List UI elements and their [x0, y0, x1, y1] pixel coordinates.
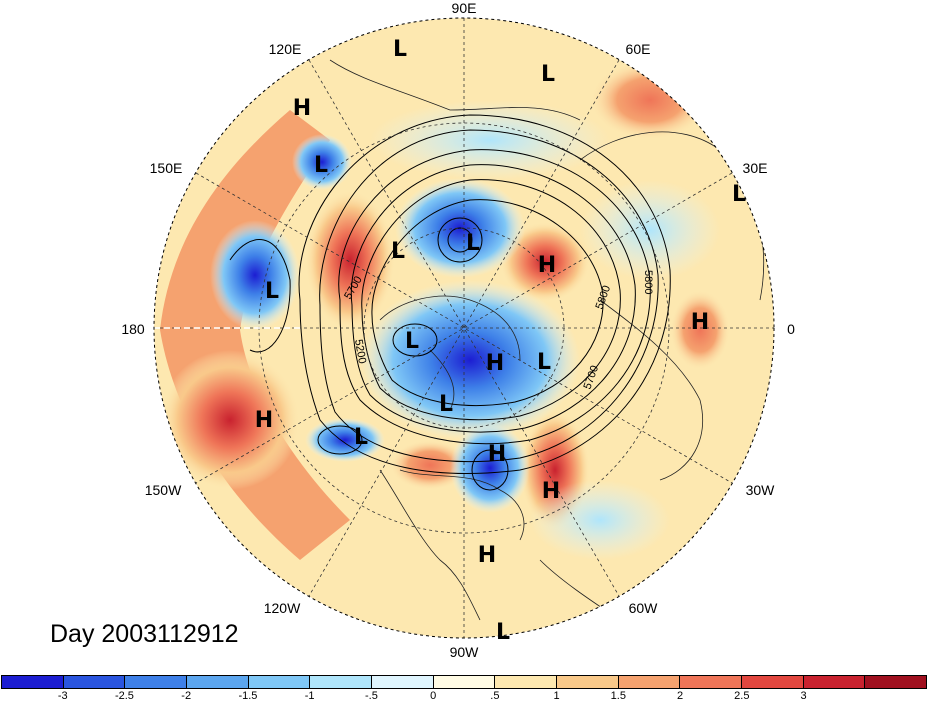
pressure-center: L — [439, 392, 453, 417]
lon-label-30w: 30W — [745, 482, 775, 498]
pressure-center: H — [542, 479, 560, 504]
colorbar-segment — [680, 676, 743, 688]
colorbar-tick-label: -.5 — [364, 690, 378, 702]
pressure-center: H — [478, 543, 496, 568]
pressure-center: H — [488, 442, 506, 467]
contour-label: 5200 — [352, 338, 368, 364]
colorbar-segment — [187, 676, 249, 688]
pressure-center: L — [537, 350, 551, 375]
colorbar-tick-label: 1.5 — [610, 690, 626, 702]
pressure-center: L — [314, 153, 328, 178]
colorbar-tick-label: -1 — [304, 690, 315, 702]
lon-label-150e: 150E — [149, 160, 183, 176]
pressure-center: L — [732, 182, 746, 207]
lon-label-60e: 60E — [625, 41, 651, 57]
pressure-center: L — [265, 279, 279, 304]
colorbar — [1, 675, 927, 689]
lon-label-30e: 30E — [742, 160, 768, 176]
colorbar-segment — [865, 676, 927, 688]
pressure-center: H — [486, 351, 504, 376]
lon-label-90w: 90W — [449, 644, 479, 660]
colorbar-tick-label: 3 — [800, 690, 807, 702]
pressure-centers: L L H L L L H L L H L H L H L L H H H L — [255, 37, 746, 645]
colorbar-segment — [2, 676, 64, 688]
colorbar-segment — [433, 676, 496, 688]
colorbar-segment — [372, 676, 434, 688]
pressure-center: L — [405, 329, 419, 354]
contour-label: 5800 — [642, 270, 654, 294]
pressure-center: H — [691, 310, 709, 335]
colorbar-segment — [557, 676, 619, 688]
colorbar-segment — [742, 676, 804, 688]
lon-label-150w: 150W — [144, 482, 182, 498]
pressure-center: L — [391, 239, 405, 264]
colorbar-tick-label: -2 — [181, 690, 192, 702]
colorbar-tick-label: 0 — [430, 690, 437, 702]
pressure-center: L — [466, 231, 480, 256]
pressure-center: H — [255, 408, 273, 433]
colorbar-tick-label: -2.5 — [114, 690, 134, 702]
colorbar-segment — [803, 676, 866, 688]
pressure-center: H — [293, 96, 311, 121]
colorbar-tick-label: -3 — [57, 690, 68, 702]
pressure-center: L — [354, 425, 368, 450]
colorbar-tick-label: 2 — [677, 690, 684, 702]
pressure-center: L — [541, 62, 555, 87]
pressure-center: L — [393, 37, 407, 62]
colorbar-tick-label: 1 — [553, 690, 560, 702]
colorbar-segment — [495, 676, 558, 688]
pressure-center: H — [538, 253, 556, 278]
lon-label-180: 180 — [121, 321, 145, 337]
colorbar-segment — [248, 676, 311, 688]
lon-label-60w: 60W — [628, 600, 658, 616]
colorbar-segment — [63, 676, 126, 688]
lon-label-120e: 120E — [268, 41, 302, 57]
lon-label-120w: 120W — [263, 600, 301, 616]
colorbar-segment — [618, 676, 681, 688]
day-title: Day 2003112912 — [50, 620, 239, 648]
colorbar-tick-label: 2.5 — [734, 690, 750, 702]
colorbar-segment — [125, 676, 188, 688]
map-border — [153, 17, 775, 639]
colorbar-segment — [310, 676, 373, 688]
lon-label-0: 0 — [787, 321, 795, 337]
colorbar-tick-label: .5 — [490, 690, 500, 702]
lon-label-90e: 90E — [451, 0, 477, 16]
pressure-center: L — [496, 620, 510, 645]
anomaly-field — [154, 18, 774, 638]
colorbar-tick-label: -1.5 — [238, 690, 258, 702]
